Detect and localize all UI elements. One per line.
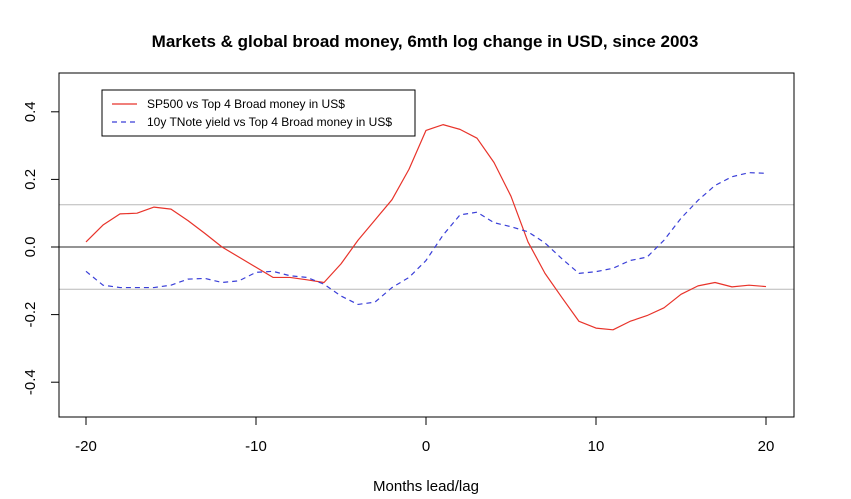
y-axis: -0.4 -0.2 0.0 0.2 0.4 xyxy=(22,101,60,395)
y-tick-label: -0.2 xyxy=(22,302,39,328)
x-tick-label: 0 xyxy=(422,438,430,455)
series-lines xyxy=(85,124,767,331)
chart-title: Markets & global broad money, 6mth log c… xyxy=(152,32,699,51)
y-tick-label: 0.2 xyxy=(22,169,39,190)
x-axis-label: Months lead/lag xyxy=(373,478,479,494)
reference-lines xyxy=(59,204,794,290)
y-tick-label: 0.4 xyxy=(22,101,39,122)
legend: SP500 vs Top 4 Broad money in US$ 10y TN… xyxy=(101,89,416,137)
x-tick-label: 10 xyxy=(588,438,605,455)
legend-box xyxy=(101,89,416,137)
y-tick-label: -0.4 xyxy=(22,369,39,395)
legend-entry-sp500: SP500 vs Top 4 Broad money in US$ xyxy=(147,97,345,111)
x-tick-label: 20 xyxy=(758,438,775,455)
y-tick-label: 0.0 xyxy=(22,237,39,258)
x-tick-label: -10 xyxy=(245,438,267,455)
series-line-tnote xyxy=(85,172,767,306)
legend-entry-tnote: 10y TNote yield vs Top 4 Broad money in … xyxy=(147,115,392,129)
x-tick-label: -20 xyxy=(75,438,97,455)
series-line-sp500 xyxy=(85,124,767,331)
x-axis: -20 -10 0 10 20 xyxy=(75,416,775,455)
